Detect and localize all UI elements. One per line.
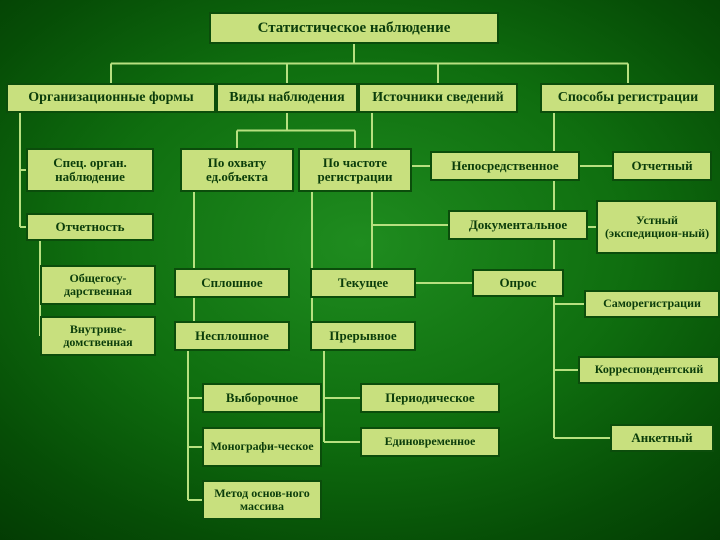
node-c2b2b: Единовременное bbox=[360, 427, 500, 457]
node-c4b: Устный (экспедицион-ный) bbox=[596, 200, 718, 254]
node-c2a2: Несплошное bbox=[174, 321, 290, 351]
node-cat4: Способы регистрации bbox=[540, 83, 716, 113]
node-c1b: Отчетность bbox=[26, 213, 154, 241]
node-c2a2b: Монографи-ческое bbox=[202, 427, 322, 467]
node-c3c: Опрос bbox=[472, 269, 564, 297]
node-c4a: Отчетный bbox=[612, 151, 712, 181]
node-c2b1: Текущее bbox=[310, 268, 416, 298]
node-c3a: Непосредственное bbox=[430, 151, 580, 181]
node-c2a1: Сплошное bbox=[174, 268, 290, 298]
node-c2b2: Прерывное bbox=[310, 321, 416, 351]
node-c4e: Анкетный bbox=[610, 424, 714, 452]
node-c2b: По частоте регистрации bbox=[298, 148, 412, 192]
node-c4d: Корреспондентский bbox=[578, 356, 720, 384]
node-cat2: Виды наблюдения bbox=[216, 83, 358, 113]
node-c2a2c: Метод основ-ного массива bbox=[202, 480, 322, 520]
node-root: Статистическое наблюдение bbox=[209, 12, 499, 44]
node-c2a2a: Выборочное bbox=[202, 383, 322, 413]
node-c2b2a: Периодическое bbox=[360, 383, 500, 413]
node-c2a: По охвату ед.объекта bbox=[180, 148, 294, 192]
node-c3b: Документальное bbox=[448, 210, 588, 240]
node-cat1: Организационные формы bbox=[6, 83, 216, 113]
node-c1b1: Общегосу-дарственная bbox=[40, 265, 156, 305]
node-c1a: Спец. орган. наблюдение bbox=[26, 148, 154, 192]
node-c4c: Саморегистрации bbox=[584, 290, 720, 318]
node-cat3: Источники сведений bbox=[358, 83, 518, 113]
node-c1b2: Внутриве-домственная bbox=[40, 316, 156, 356]
